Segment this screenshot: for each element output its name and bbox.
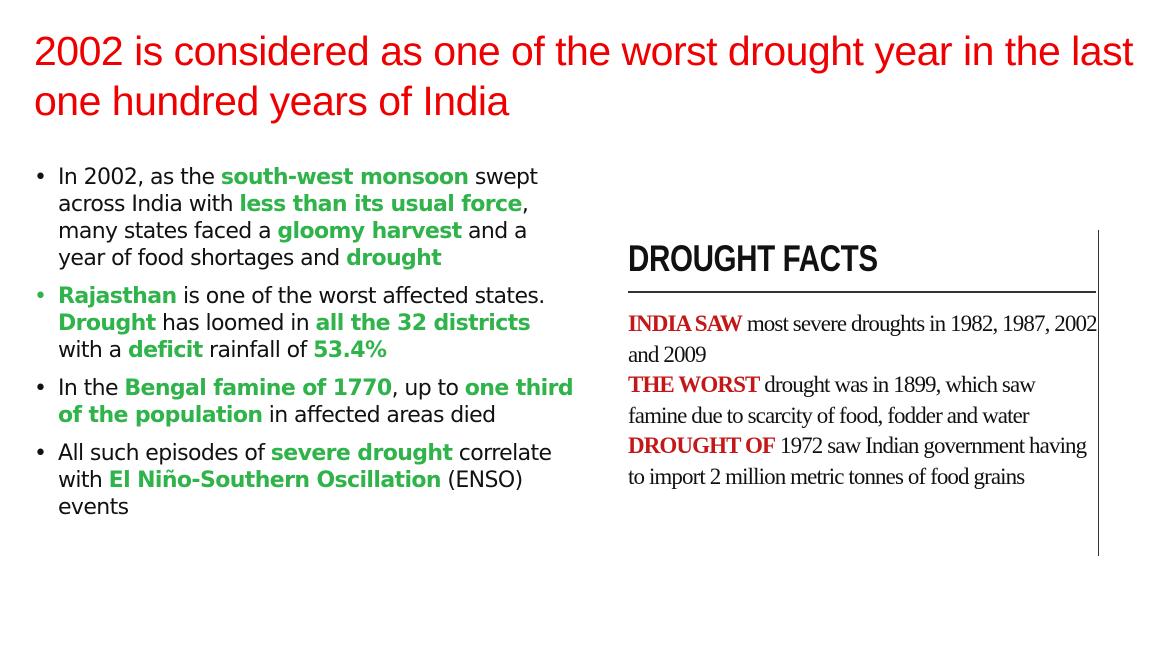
- drought-facts-body: INDIA SAW most severe droughts in 1982, …: [628, 309, 1098, 492]
- bullet-text: has loomed in: [155, 311, 316, 336]
- bullet-text: is one of the worst affected states.: [176, 284, 545, 309]
- bullet-highlight: less than its usual force: [239, 192, 522, 217]
- bullet-text: (ENSO) events: [58, 468, 523, 520]
- bullet-highlight: one third of the population: [58, 376, 574, 428]
- bullet-item-monsoon: • In 2002, as the south-west monsoon swep…: [34, 164, 574, 272]
- bullet-highlight: Rajasthan: [58, 284, 177, 309]
- fact-item: INDIA SAW most severe droughts in 1982, …: [628, 309, 1098, 370]
- fact-label: THE WORST: [628, 372, 760, 397]
- bullet-text: , up to: [391, 376, 465, 401]
- bullet-highlight: all the 32 districts: [315, 311, 531, 336]
- bullet-item-enso: • All such episodes of severe drought cor…: [34, 440, 574, 521]
- drought-facts-box: DROUGHT FACTS INDIA SAW most severe drou…: [628, 230, 1099, 556]
- bullet-highlight: severe drought: [270, 441, 453, 466]
- bullet-highlight: 53.4%: [313, 338, 387, 363]
- bullet-text: , many states faced a: [58, 192, 529, 244]
- bullet-text: and a year of food shortages and: [58, 219, 528, 271]
- drought-facts-heading: DROUGHT FACTS: [628, 238, 878, 279]
- bullet-item-rajasthan: • Rajasthan is one of the worst affected …: [34, 283, 574, 364]
- bullet-highlight: drought: [346, 246, 442, 271]
- fact-text: 1972 saw Indian government having to imp…: [628, 433, 1087, 489]
- fact-text: most severe droughts in 1982, 1987, 2002…: [628, 311, 1098, 367]
- bullet-dot-icon: •: [34, 165, 47, 190]
- bullet-highlight: deficit: [127, 338, 203, 363]
- fact-text: drought was in 1899, which saw famine du…: [628, 372, 1036, 428]
- bullet-text: In 2002, as the: [58, 165, 221, 190]
- bullet-text: swept across India with: [58, 165, 538, 217]
- bullet-text: in affected areas died: [262, 403, 496, 428]
- bullet-text: correlate with: [58, 441, 552, 493]
- bullet-item-bengal: • In the Bengal famine of 1770, up to one…: [34, 375, 574, 429]
- fact-item: DROUGHT OF 1972 saw Indian government ha…: [628, 431, 1098, 492]
- bullet-highlight: south-west monsoon: [220, 165, 469, 190]
- bullet-text: All such episodes of: [58, 441, 271, 466]
- bullet-highlight: El Niño-Southern Oscillation: [108, 468, 442, 493]
- bullet-text: with a: [58, 338, 128, 363]
- slide-title: 2002 is considered as one of the worst d…: [34, 28, 1133, 124]
- facts-divider: [628, 291, 1096, 293]
- fact-label: INDIA SAW: [628, 311, 743, 336]
- bullet-list: • In 2002, as the south-west monsoon swep…: [34, 164, 574, 532]
- bullet-highlight: Drought: [58, 311, 156, 336]
- bullet-highlight: Bengal famine of 1770: [124, 376, 392, 401]
- bullet-dot-icon: •: [34, 376, 47, 401]
- bullet-text: In the: [58, 376, 125, 401]
- bullet-dot-icon: •: [34, 284, 47, 309]
- fact-item: THE WORST drought was in 1899, which saw…: [628, 370, 1098, 431]
- fact-label: DROUGHT OF: [628, 433, 776, 458]
- bullet-dot-icon: •: [34, 441, 47, 466]
- bullet-highlight: gloomy harvest: [277, 219, 462, 244]
- bullet-text: rainfall of: [202, 338, 314, 363]
